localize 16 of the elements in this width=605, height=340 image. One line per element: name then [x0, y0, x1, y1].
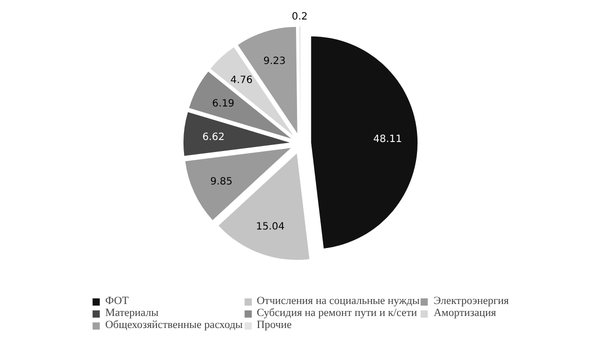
- legend-label: Прочие: [256, 319, 292, 331]
- legend-label: Отчисления на социальные нужды: [256, 295, 420, 307]
- data-label: 6.19: [212, 98, 234, 110]
- legend-label: Амортизация: [434, 307, 496, 319]
- data-label: 9.23: [263, 56, 286, 67]
- legend-label: Субсидия на ремонт пути и к/сети: [256, 307, 418, 319]
- data-label: 48.11: [373, 134, 402, 146]
- legend-label: Общехозяйственные расходы: [105, 319, 243, 331]
- data-label: 15.04: [256, 222, 285, 233]
- data-label: 9.85: [210, 176, 232, 188]
- legend-label: ФОТ: [105, 295, 129, 307]
- legend-label: Электроэнергия: [434, 295, 509, 307]
- legend-label: Материалы: [105, 307, 159, 319]
- data-label: 6.62: [202, 132, 225, 144]
- data-label: 4.76: [230, 74, 253, 86]
- data-label: 0.2: [292, 11, 308, 22]
